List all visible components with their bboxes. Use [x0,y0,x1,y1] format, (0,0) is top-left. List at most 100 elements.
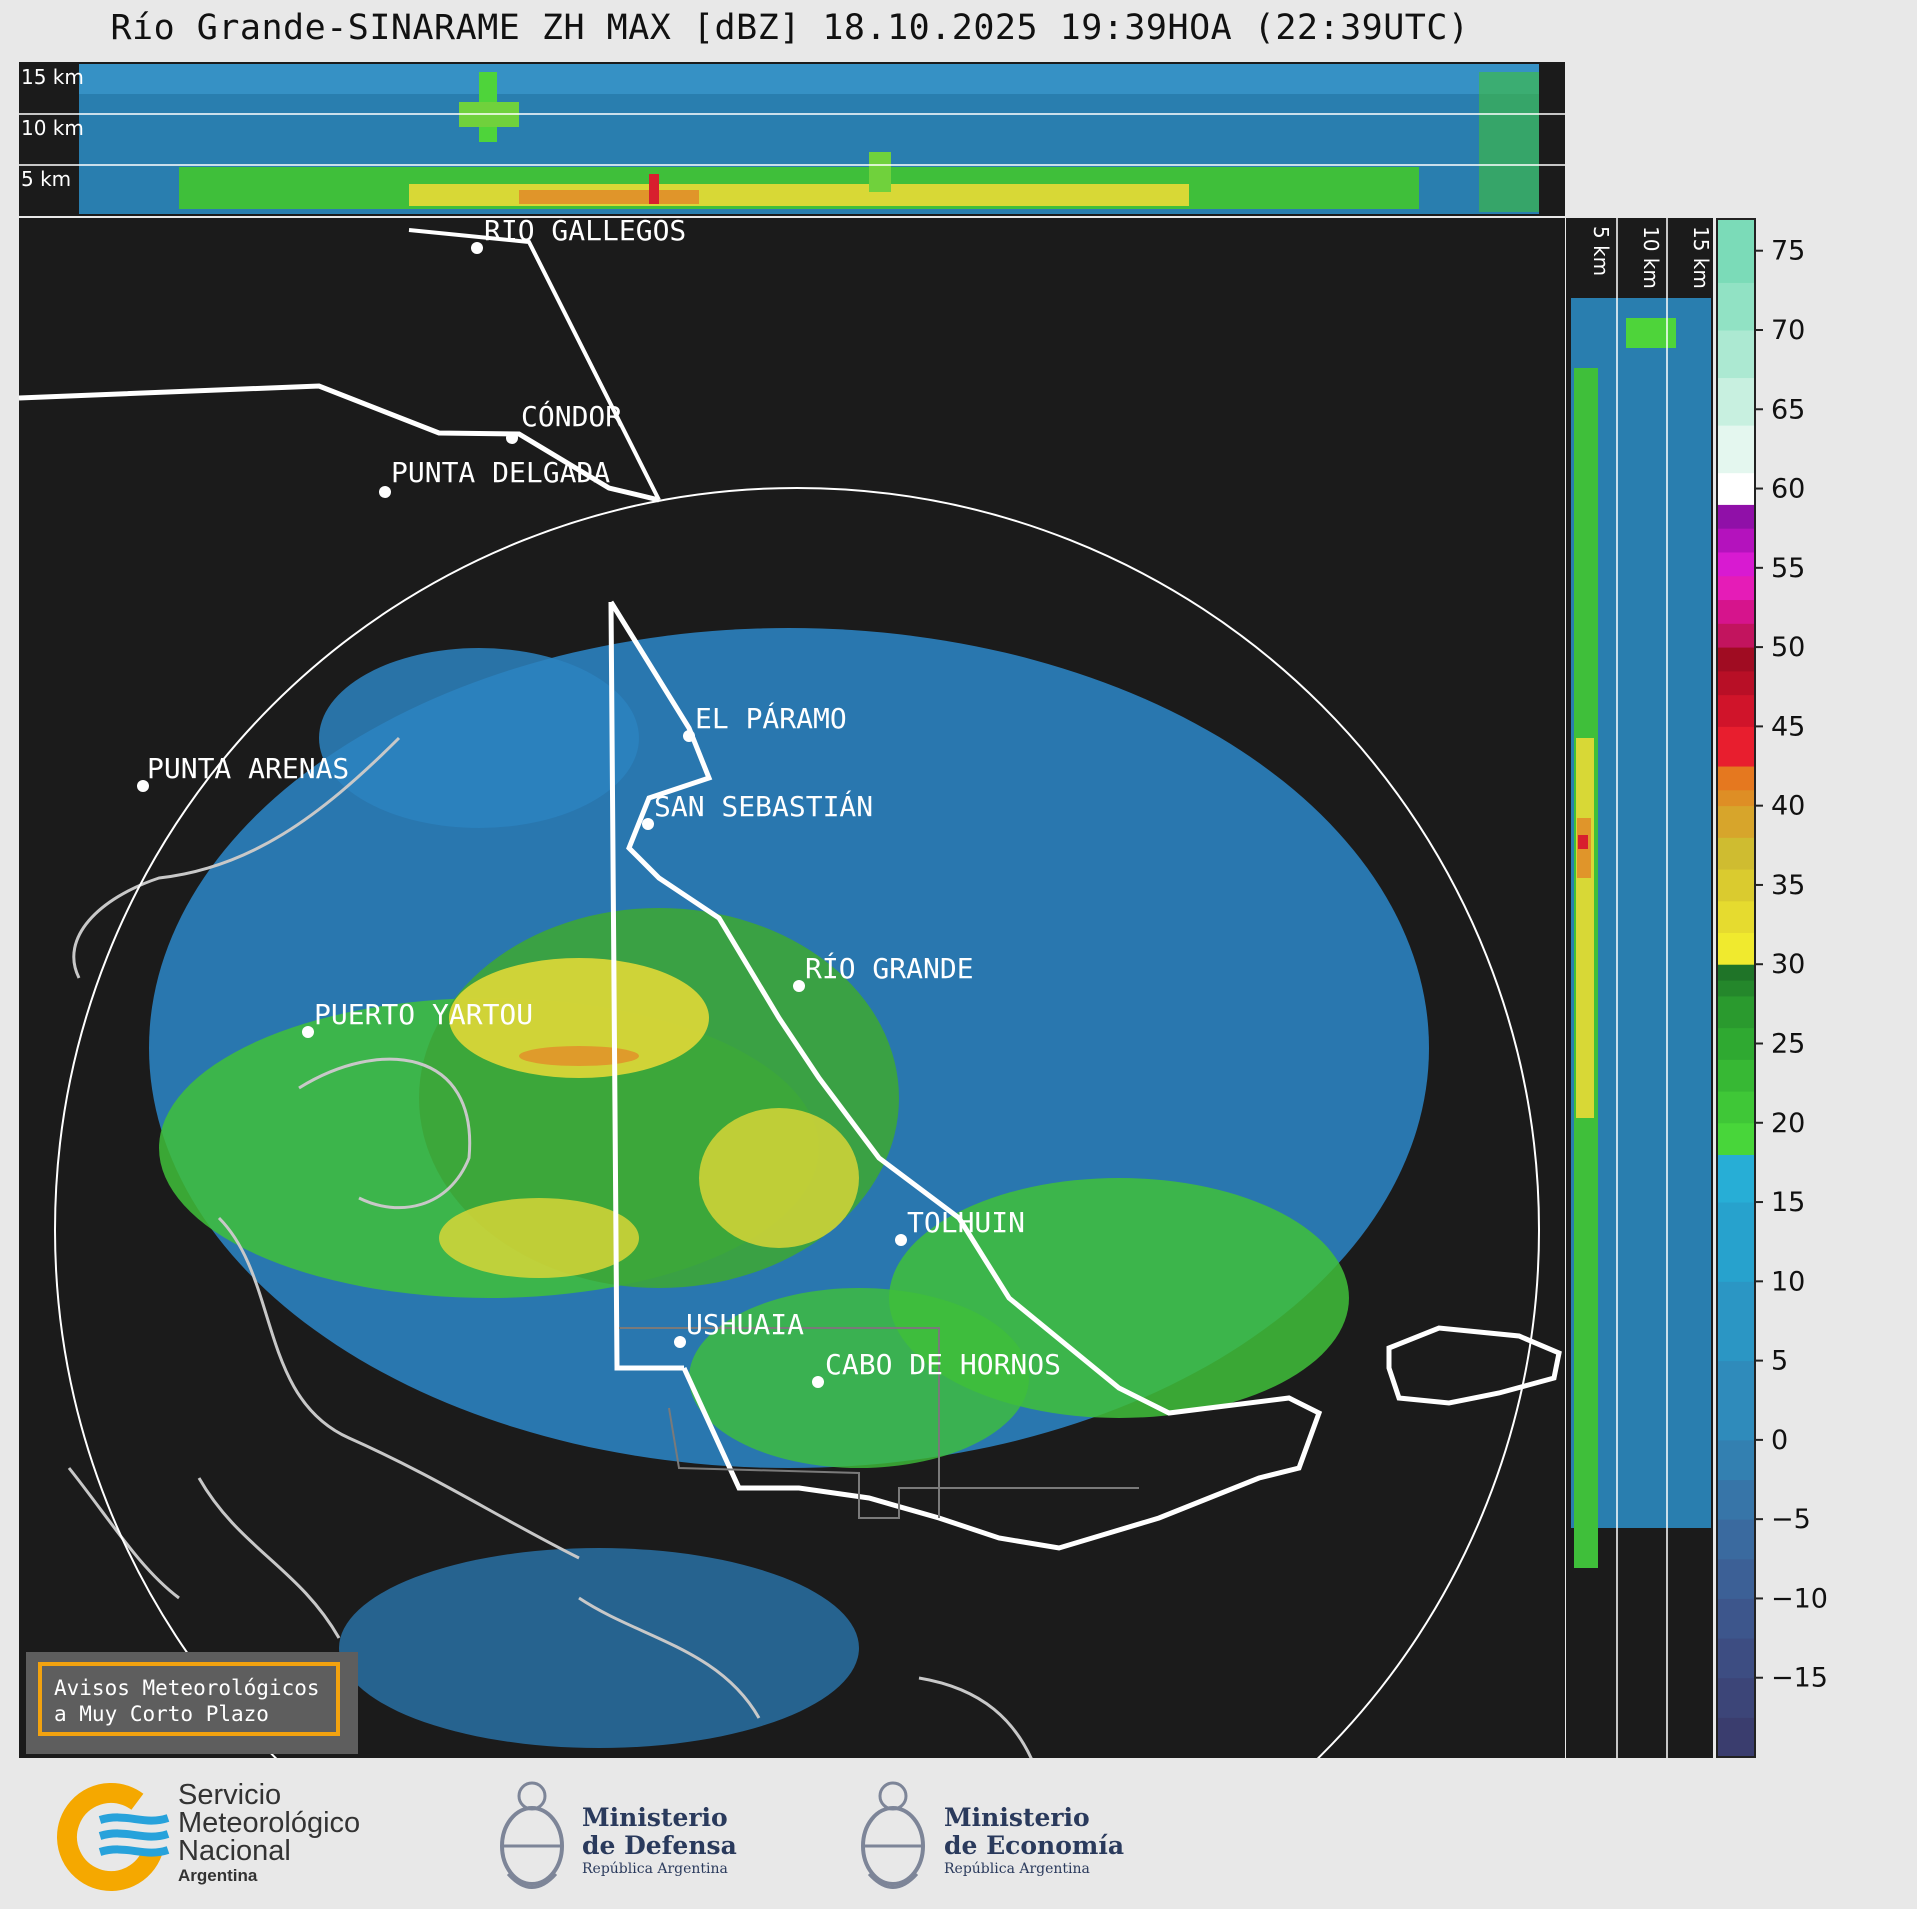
economy-line: Ministerio [944,1803,1090,1832]
coast-road-line [608,600,1323,1551]
city-marker [506,432,518,444]
notice-line: Avisos Meteorológicos [54,1676,320,1700]
border-line [608,601,684,1371]
city-marker [379,486,391,498]
colorbar-tick-label: −10 [1771,1583,1828,1614]
colorbar-segment [1717,504,1755,529]
colorbar-segment [1717,869,1755,902]
economy-line: de Economía [944,1831,1125,1860]
colorbar-tick-label: 0 [1771,1425,1788,1456]
top-altitude-label: 15 km [21,65,84,89]
colorbar-tick-label: 50 [1771,632,1805,663]
colorbar-segment [1717,726,1755,767]
colorbar-segment [1717,329,1755,379]
echo-yellow-area [439,1198,639,1278]
footer: Ministerio de Defensa República Argentin… [0,1760,1917,1909]
road-line [408,228,661,501]
colorbar-tick-label: 5 [1771,1346,1788,1377]
colorbar-segment [1717,1479,1755,1520]
defense-line: Ministerio [582,1803,728,1832]
colorbar-segment [1717,647,1755,672]
colorbar-tick-label: 30 [1771,949,1805,980]
colorbar-segment [1717,377,1755,426]
smn-logo-icon [57,1783,170,1891]
colorbar-tick-label: 75 [1771,236,1805,267]
colorbar-segment [1717,575,1755,601]
city-label: PUERTO YARTOU [314,998,533,1031]
colorbar-segment [1717,472,1755,505]
colorbar-tick-label: 15 [1771,1187,1805,1218]
colorbar-segment [1717,1281,1755,1362]
colorbar-segment [1717,1598,1755,1639]
city-marker [793,980,805,992]
colorbar-segment [1717,1360,1755,1441]
top-altitude-label: 5 km [21,167,71,191]
smn-line: Nacional [178,1835,291,1867]
city-marker [812,1376,824,1388]
border-line [19,383,660,503]
echo-green-area [689,1288,1029,1468]
colorbar-tick-label: −15 [1771,1663,1828,1694]
department-border [619,1327,1139,1519]
city-marker [674,1336,686,1348]
side-cross-section: 5 km 10 km 15 km [1571,218,1713,1758]
defense-ministry-text: Ministerio de Defensa República Argentin… [582,1804,737,1878]
national-coat-of-arms-icon [500,1781,564,1889]
national-coat-of-arms-icon [861,1781,925,1889]
smn-line: Argentina [178,1866,258,1885]
coastline [67,736,1033,1758]
colorbar-segment [1717,900,1755,934]
city-marker [683,730,695,742]
colorbar-segment [1717,1638,1755,1679]
colorbar-tick-label: 20 [1771,1108,1805,1139]
city-label: TOLHUIN [907,1206,1025,1239]
city-label: CABO DE HORNOS [825,1348,1061,1381]
city-label: PUNTA DELGADA [391,456,610,489]
colorbar-tick-label: 10 [1771,1266,1805,1297]
defense-line: de Defensa [582,1831,737,1860]
top-cross-section: 15 km 10 km 5 km [19,64,1565,214]
city-label: RÍO GRANDE [805,951,974,985]
colorbar-segment [1717,805,1755,838]
colorbar-segment [1717,995,1755,1029]
colorbar-tick-label: 45 [1771,711,1805,742]
colorbar-segment [1717,1717,1755,1758]
smn-logo-text: Servicio Meteorológico Nacional Argentin… [178,1781,360,1887]
colorbar-tick-label: 40 [1771,791,1805,822]
echo-yellow-area [449,958,709,1078]
economy-ministry-text: Ministerio de Economía República Argenti… [944,1804,1124,1878]
colorbar-segment [1717,837,1755,870]
colorbar-segment [1717,1059,1755,1092]
colorbar-tick-label: 60 [1771,474,1805,505]
side-altitude-label: 15 km [1689,226,1713,289]
colorbar-segment [1717,623,1755,648]
page-title: Río Grande-SINARAME ZH MAX [dBZ] 18.10.2… [110,8,1470,48]
side-cross-section-panel: 5 km 10 km 15 km [1566,218,1713,1758]
colorbar-segment [1717,1439,1755,1481]
colorbar-segment [1717,670,1755,696]
short-term-warnings-box[interactable]: Avisos Meteorológicos a Muy Corto Plazo [38,1662,340,1736]
city-label: EL PÁRAMO [695,701,847,735]
colorbar-segment [1717,599,1755,624]
colorbar-tick-label: 70 [1771,315,1805,346]
colorbar-segment [1717,1027,1755,1060]
colorbar-segment [1717,766,1755,791]
colorbar-segment [1717,1558,1755,1599]
colorbar-segment [1717,1091,1755,1124]
echo-blue-area [319,648,639,828]
smn-line: Servicio [178,1779,282,1811]
colorbar-segment [1717,789,1755,807]
islands-outline [1386,1325,1562,1406]
colorbar-panel: 75 70 65 60 55 50 45 40 35 30 25 20 15 10 5 0 −5 −10 −15 [1715,218,1915,1758]
radar-range-ring [54,487,1540,1758]
colorbar-tick-label: 25 [1771,1028,1805,1059]
colorbar-segment [1717,1202,1755,1282]
colorbar-segment [1717,425,1755,474]
city-label: SAN SEBASTIÁN [654,789,873,823]
colorbar-tick-label: 55 [1771,553,1805,584]
top-cross-section-panel: 15 km 10 km 5 km [19,62,1565,216]
smn-line: Meteorológico [178,1807,361,1839]
economy-line: República Argentina [944,1861,1090,1877]
city-marker [642,818,654,830]
colorbar-segment [1717,1677,1755,1718]
